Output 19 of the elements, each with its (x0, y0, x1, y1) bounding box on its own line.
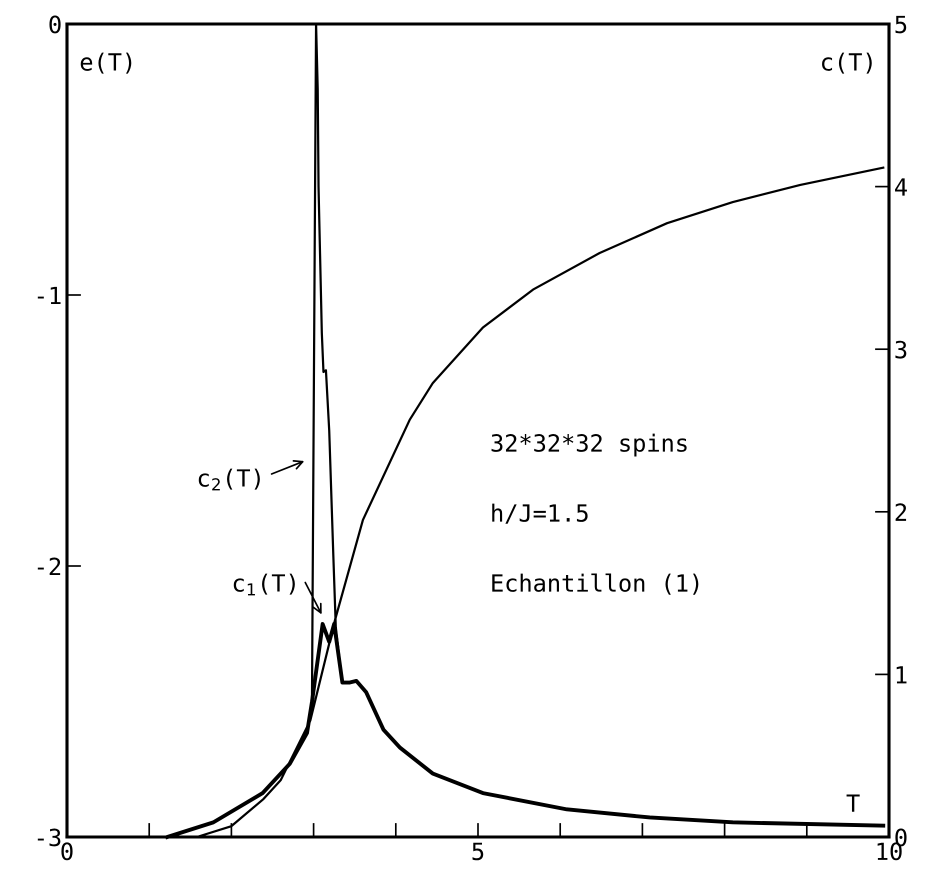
annotation: c$_{1}$(T) (234, 574, 295, 596)
y-tick-label: 0 (49, 16, 61, 34)
x-tick-label: 5 (472, 842, 484, 860)
y-tick-label: -1 (38, 286, 61, 304)
y-tick-label: -2 (38, 558, 60, 576)
y2-axis-title: c(T) (822, 52, 872, 74)
y-tick-label: -3 (38, 828, 60, 846)
y-axis-title: e(T) (80, 52, 132, 74)
y2-tick-label: 2 (896, 503, 906, 521)
annotation: c$_{2}$(T) (198, 468, 260, 490)
y2-tick-label: 5 (896, 16, 906, 34)
x-axis-title: T (846, 794, 860, 812)
annotation: h/J=1.5 (492, 504, 588, 524)
annotation: Echantillon (1) (492, 574, 698, 595)
x-tick-label: 0 (61, 842, 73, 860)
annotation: 32*32*32 spins (492, 434, 687, 456)
y2-tick-label: 3 (895, 340, 906, 359)
y2-tick-label: 4 (895, 178, 907, 196)
y2-tick-label: 1 (896, 666, 906, 684)
